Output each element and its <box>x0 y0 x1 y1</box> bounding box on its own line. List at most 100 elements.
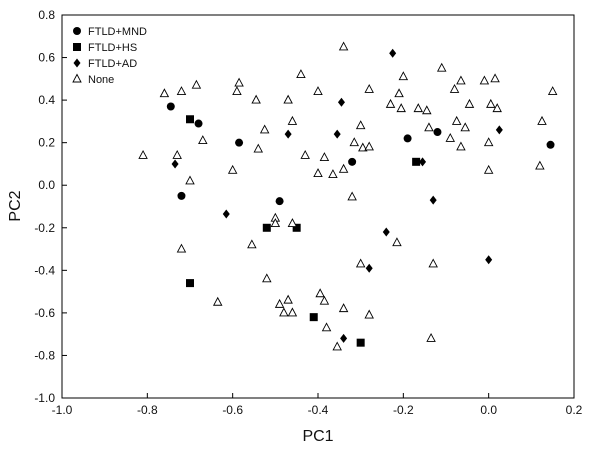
point-ftld-ad <box>333 129 341 139</box>
legend-marker-ftld-mnd <box>73 27 81 35</box>
point-none <box>212 296 223 306</box>
x-tick-label: 0.2 <box>566 403 583 417</box>
legend: FTLD+MND FTLD+HS FTLD+AD None <box>72 26 147 86</box>
point-none <box>274 298 285 308</box>
point-none <box>227 164 238 174</box>
point-none <box>247 239 257 249</box>
point-none <box>176 86 187 96</box>
point-ftld-hs <box>292 223 301 232</box>
point-none <box>253 143 264 153</box>
point-ftld-mnd <box>433 128 442 137</box>
point-none <box>234 77 244 87</box>
x-tick-label: 0.0 <box>480 403 497 417</box>
point-none <box>396 103 406 113</box>
point-none <box>185 175 195 185</box>
point-ftld-hs <box>356 338 365 347</box>
x-axis-title: PC1 <box>302 428 333 445</box>
legend-label-ftld-hs: FTLD+HS <box>88 42 137 54</box>
point-none <box>172 149 182 159</box>
point-none <box>279 307 289 317</box>
point-none <box>456 141 466 151</box>
point-none <box>176 243 187 253</box>
point-none <box>428 258 438 268</box>
x-tick-label: -0.4 <box>308 403 329 417</box>
point-ftld-ad <box>419 157 427 167</box>
point-none <box>358 142 368 152</box>
point-ftld-hs <box>412 157 421 166</box>
point-ftld-hs <box>186 115 194 124</box>
point-none <box>547 86 558 96</box>
point-none <box>490 73 500 83</box>
point-none <box>138 149 148 159</box>
point-none <box>364 309 374 319</box>
point-none <box>392 237 402 247</box>
axis-ticks: -1.0 -0.8 -0.6 -0.4 -0.2 0.0 0.2 -1.0 -0.8 -0.6 -0… <box>34 8 582 417</box>
point-none <box>422 105 432 115</box>
point-ftld-mnd <box>403 134 412 143</box>
point-none <box>456 75 466 85</box>
point-none <box>449 84 460 93</box>
point-none <box>287 115 298 125</box>
point-none <box>338 41 349 51</box>
point-none <box>270 218 281 227</box>
point-none <box>479 75 490 85</box>
point-none <box>159 88 170 98</box>
point-none <box>364 84 374 93</box>
legend-label-ftld-mnd: FTLD+MND <box>88 26 147 38</box>
x-tick-label: -0.2 <box>393 403 414 417</box>
point-ftld-mnd <box>177 191 186 200</box>
y-tick-label: 0.0 <box>38 178 55 192</box>
point-ftld-ad <box>222 209 230 219</box>
point-ftld-hs <box>309 313 318 322</box>
point-ftld-ad <box>389 48 397 58</box>
point-none <box>355 120 366 130</box>
point-ftld-mnd <box>275 197 284 206</box>
point-none <box>385 98 396 108</box>
point-none <box>537 115 547 125</box>
point-none <box>413 103 424 113</box>
point-ftld-ad <box>485 255 493 265</box>
point-ftld-mnd <box>348 157 357 166</box>
point-none <box>262 273 272 283</box>
point-none <box>338 163 349 173</box>
point-none <box>283 294 293 304</box>
point-ftld-mnd <box>235 138 244 147</box>
point-none <box>283 94 293 104</box>
point-ftld-ad <box>337 97 345 107</box>
legend-label-none: None <box>88 74 114 86</box>
point-none <box>259 124 270 134</box>
point-none <box>198 135 208 144</box>
point-none <box>319 295 330 305</box>
point-none <box>492 103 502 113</box>
point-none <box>347 191 357 201</box>
point-none <box>483 137 494 147</box>
point-none <box>287 218 298 227</box>
y-tick-label: 0.6 <box>38 51 55 65</box>
legend-marker-ftld-hs <box>73 43 81 51</box>
legend-marker-ftld-ad <box>73 58 81 68</box>
x-tick-label: -0.6 <box>222 403 243 417</box>
point-ftld-mnd <box>194 119 203 128</box>
point-none <box>535 160 545 170</box>
point-none <box>398 71 409 81</box>
plot-frame <box>61 14 575 399</box>
y-axis-title: PC2 <box>7 190 24 221</box>
y-tick-label: -0.6 <box>34 306 55 320</box>
point-none <box>191 79 202 89</box>
point-none <box>426 332 436 342</box>
legend-label-ftld-ad: FTLD+AD <box>88 58 137 70</box>
point-none <box>364 141 374 151</box>
point-none <box>300 149 310 159</box>
point-none <box>296 69 306 79</box>
point-none <box>287 307 298 317</box>
point-none <box>313 168 323 177</box>
point-ftld-ad <box>284 129 292 139</box>
point-none <box>394 88 404 98</box>
point-none <box>321 322 332 332</box>
point-ftld-hs <box>262 223 271 232</box>
point-none <box>451 115 462 125</box>
y-tick-label: 0.8 <box>38 8 55 22</box>
y-tick-label: -1.0 <box>34 391 55 405</box>
point-ftld-mnd <box>166 102 175 111</box>
